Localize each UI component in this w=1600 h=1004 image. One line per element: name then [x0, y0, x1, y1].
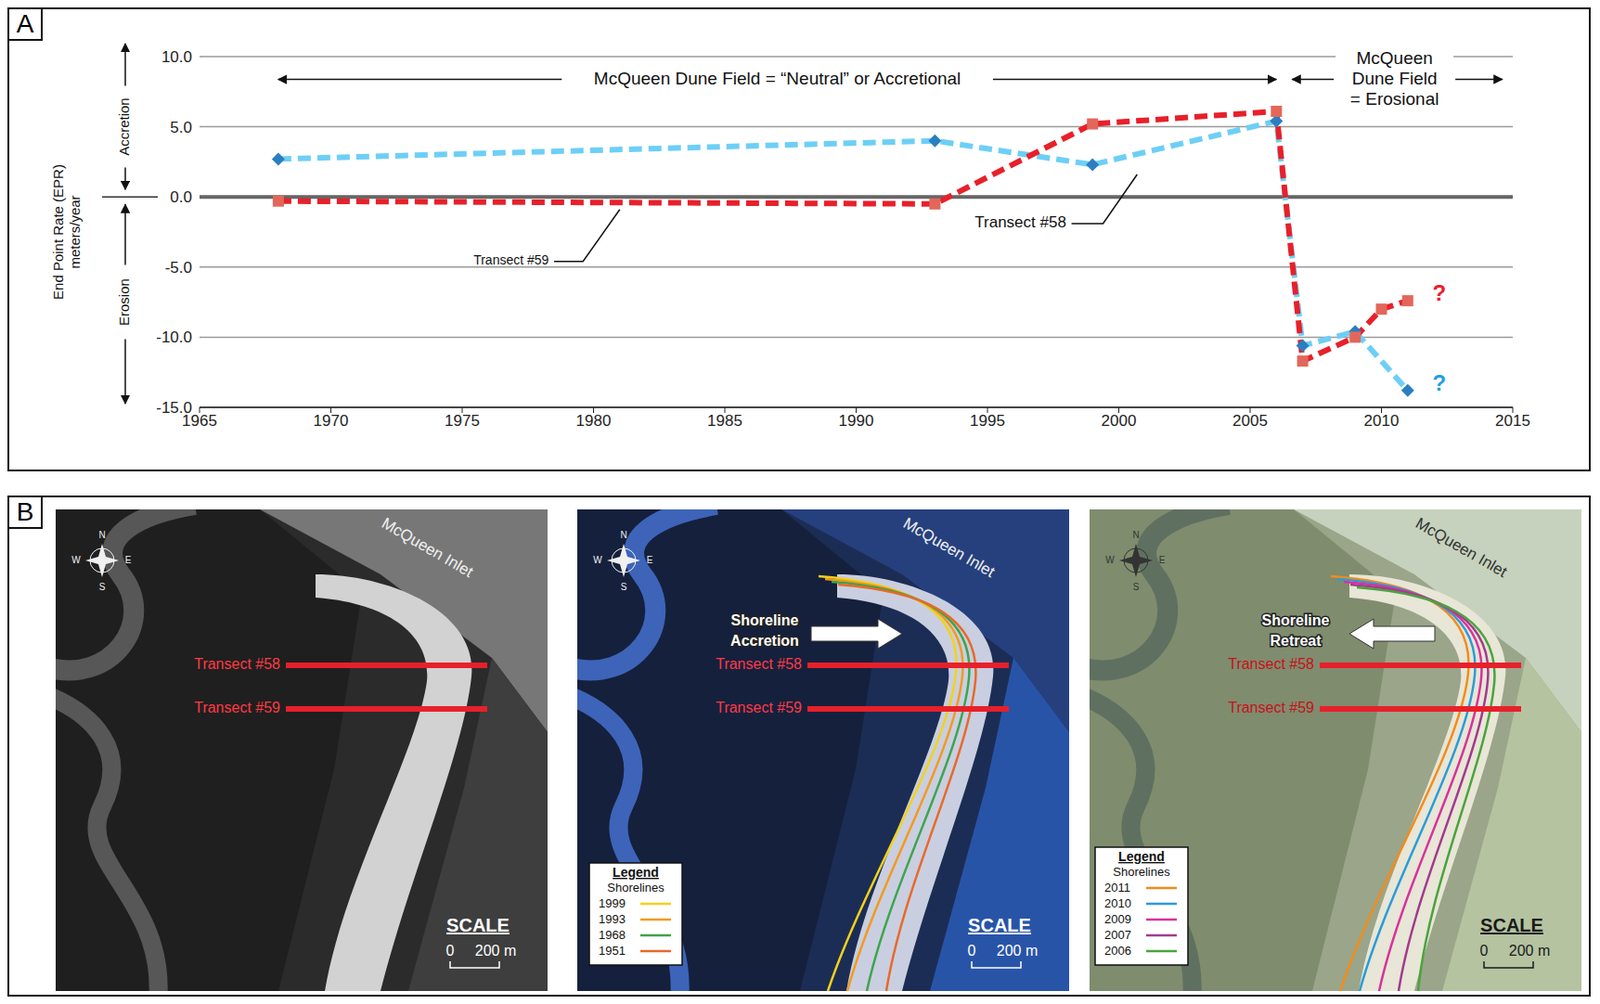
svg-text:1968: 1968 [598, 928, 626, 942]
svg-text:McQueen Inlet: McQueen Inlet [1412, 514, 1510, 581]
svg-text:10.0: 10.0 [161, 48, 193, 66]
svg-text:200 m: 200 m [1509, 942, 1550, 959]
svg-text:-10.0: -10.0 [155, 328, 193, 347]
svg-text:0: 0 [1480, 942, 1489, 959]
svg-text:5.0: 5.0 [169, 118, 193, 137]
svg-text:200 m: 200 m [475, 942, 517, 959]
svg-text:Legend: Legend [612, 864, 659, 880]
svg-text:Transect #59: Transect #59 [193, 699, 281, 716]
svg-text:Shorelines: Shorelines [606, 880, 665, 895]
svg-text:Transect #59: Transect #59 [715, 699, 802, 716]
svg-text:= Erosional: = Erosional [1350, 89, 1440, 109]
svg-text:SCALE: SCALE [446, 915, 510, 936]
svg-text:2010: 2010 [1104, 896, 1132, 911]
svg-text:1980: 1980 [576, 412, 612, 430]
svg-text:S: S [620, 581, 628, 593]
svg-text:Dune Field: Dune Field [1352, 68, 1438, 89]
svg-text:1999: 1999 [598, 896, 626, 911]
svg-text:Transect #58: Transect #58 [974, 213, 1067, 232]
svg-text:2000: 2000 [1101, 412, 1137, 430]
svg-text:-5.0: -5.0 [165, 258, 193, 277]
svg-text:2007: 2007 [1104, 928, 1132, 942]
html-text:B: B [16, 497, 34, 527]
svg-text:2005: 2005 [1232, 412, 1268, 430]
svg-text:-15.0: -15.0 [155, 399, 193, 417]
svg-text:SCALE: SCALE [1480, 915, 1544, 936]
svg-text:0.0: 0.0 [169, 188, 193, 207]
svg-text:W: W [1105, 554, 1115, 566]
svg-text:Transect #59: Transect #59 [473, 252, 549, 268]
svg-text:200 m: 200 m [996, 942, 1038, 959]
svg-text:0: 0 [446, 942, 455, 959]
svg-text:Erosion: Erosion [116, 278, 132, 326]
svg-text:?: ? [1432, 370, 1446, 396]
svg-text:Accretion: Accretion [730, 632, 800, 649]
svg-text:McQueen Dune Field = “Neutral”: McQueen Dune Field = “Neutral” or Accret… [593, 68, 961, 89]
svg-text:1985: 1985 [707, 412, 743, 430]
svg-text:2009: 2009 [1104, 912, 1132, 927]
svg-text:meters/year: meters/year [66, 194, 83, 269]
svg-text:2015: 2015 [1495, 412, 1531, 430]
svg-text:N: N [1132, 529, 1139, 541]
svg-text:W: W [71, 554, 81, 566]
svg-text:N: N [98, 529, 105, 541]
svg-text:1975: 1975 [444, 412, 480, 430]
svg-text:Retreat: Retreat [1269, 632, 1322, 649]
svg-text:S: S [99, 581, 106, 593]
svg-text:2010: 2010 [1364, 412, 1400, 430]
svg-text:Transect #59: Transect #59 [1227, 699, 1315, 716]
svg-text:Shoreline: Shoreline [1262, 612, 1330, 629]
html-text:A: A [16, 9, 34, 39]
svg-text:0: 0 [967, 942, 977, 959]
svg-text:McQueen: McQueen [1355, 48, 1433, 68]
svg-text:N: N [619, 529, 627, 541]
svg-text:1965: 1965 [181, 412, 218, 430]
svg-text:Transect #58: Transect #58 [193, 656, 281, 672]
svg-text:End Point Rate (EPR): End Point Rate (EPR) [50, 164, 66, 300]
svg-text:E: E [125, 554, 132, 566]
svg-text:Shorelines: Shorelines [1112, 864, 1171, 879]
svg-text:1993: 1993 [598, 912, 626, 927]
svg-text:1990: 1990 [838, 412, 875, 430]
svg-text:Shoreline: Shoreline [731, 612, 800, 629]
svg-text:1951: 1951 [598, 943, 626, 958]
svg-text:S: S [1133, 581, 1140, 593]
svg-text:1970: 1970 [313, 412, 349, 430]
svg-text:E: E [646, 554, 654, 566]
svg-text:W: W [593, 554, 603, 566]
svg-text:SCALE: SCALE [967, 915, 1032, 936]
svg-text:2006: 2006 [1104, 943, 1132, 958]
svg-text:2011: 2011 [1104, 880, 1131, 895]
svg-text:1995: 1995 [969, 412, 1006, 430]
svg-text:Transect #58: Transect #58 [715, 656, 802, 672]
svg-text:Legend: Legend [1118, 849, 1165, 865]
svg-text:?: ? [1432, 280, 1446, 306]
svg-text:E: E [1159, 554, 1166, 566]
svg-text:McQueen Inlet: McQueen Inlet [900, 514, 998, 581]
svg-text:Transect #58: Transect #58 [1227, 656, 1315, 672]
svg-text:Accretion: Accretion [116, 97, 132, 156]
svg-text:McQueen Inlet: McQueen Inlet [378, 514, 477, 581]
